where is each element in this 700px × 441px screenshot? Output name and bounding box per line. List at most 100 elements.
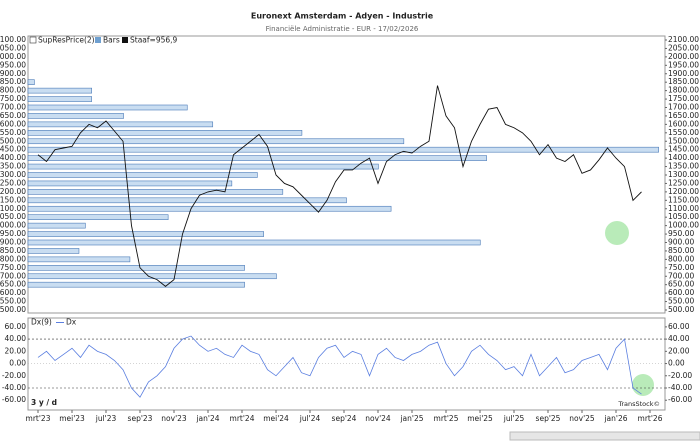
y-tick-label: 2050.00 xyxy=(0,43,26,52)
y-tick-label: 900.00 xyxy=(668,238,694,247)
x-tick-label: nov'25 xyxy=(569,414,595,423)
y-tick-label: 1550.00 xyxy=(668,128,699,137)
y-tick-label: -60.00 xyxy=(668,395,692,404)
profile-bar xyxy=(27,113,124,119)
y-tick-label: 800.00 xyxy=(668,254,694,263)
x-tick-label: sep'24 xyxy=(332,414,357,423)
y-tick-label: 950.00 xyxy=(668,229,694,238)
profile-bar xyxy=(27,239,481,246)
y-tick-label: 1300.00 xyxy=(0,170,26,179)
profile-bar xyxy=(27,214,169,220)
profile-bar xyxy=(27,155,487,161)
x-tick-label: nov'24 xyxy=(365,414,391,423)
y-tick-label: 1800.00 xyxy=(668,86,699,95)
indicator-title: Dx(9) xyxy=(31,318,52,327)
y-tick-label: 40.00 xyxy=(668,334,690,343)
y-tick-label: 1350.00 xyxy=(0,162,26,171)
y-tick-label: 1250.00 xyxy=(668,178,699,187)
y-tick-label: 1900.00 xyxy=(0,69,26,78)
y-tick-label: 800.00 xyxy=(0,254,26,263)
x-tick-label: sep'25 xyxy=(536,414,561,423)
y-tick-label: -20.00 xyxy=(2,371,26,380)
y-tick-label: 1750.00 xyxy=(0,94,26,103)
y-tick-label: 1950.00 xyxy=(668,60,699,69)
y-tick-label: 1650.00 xyxy=(668,111,699,120)
highlight xyxy=(632,374,654,396)
y-tick-label: 1700.00 xyxy=(668,103,699,112)
profile-bar xyxy=(27,146,659,153)
profile-bar xyxy=(27,231,264,237)
y-tick-label: 1000.00 xyxy=(668,221,699,230)
y-tick-label: -20.00 xyxy=(668,371,692,380)
y-tick-label: 1800.00 xyxy=(0,86,26,95)
y-tick-label: 2050.00 xyxy=(668,43,699,52)
credit: TransStock© xyxy=(617,400,660,408)
y-tick-label: 1400.00 xyxy=(668,153,699,162)
y-tick-label: 1650.00 xyxy=(0,111,26,120)
legend-swatch xyxy=(29,36,37,44)
profile-bar xyxy=(27,87,93,94)
y-tick-label: 2000.00 xyxy=(0,52,26,61)
y-tick-label: 1850.00 xyxy=(668,77,699,86)
y-tick-label: 600.00 xyxy=(668,288,694,297)
y-tick-label: 2100.00 xyxy=(0,35,26,44)
legend-swatch xyxy=(95,37,101,43)
profile-bar xyxy=(27,197,347,204)
highlight xyxy=(605,221,629,245)
y-tick-label: 1750.00 xyxy=(668,94,699,103)
y-tick-label: 1100.00 xyxy=(668,204,699,213)
profile-bar xyxy=(27,121,214,128)
legend-entry: Dx xyxy=(66,318,77,327)
y-tick-label: 900.00 xyxy=(0,238,26,247)
x-tick-label: mrt'25 xyxy=(434,414,459,423)
y-tick-label: 1200.00 xyxy=(0,187,26,196)
x-tick-label: jul'25 xyxy=(503,414,525,423)
y-tick-label: 2100.00 xyxy=(668,35,699,44)
y-tick-label: 0.00 xyxy=(668,359,685,368)
x-tick-label: mei'25 xyxy=(467,414,493,423)
profile-bar xyxy=(27,79,35,85)
y-tick-label: 1050.00 xyxy=(668,212,699,221)
y-tick-label: 1550.00 xyxy=(0,128,26,137)
y-tick-label: 1500.00 xyxy=(0,136,26,145)
profile-bar xyxy=(27,273,277,280)
y-tick-label: 1600.00 xyxy=(0,119,26,128)
profile-bar xyxy=(27,96,93,102)
scrollbar[interactable] xyxy=(509,431,700,441)
y-tick-label: 700.00 xyxy=(668,271,694,280)
y-tick-label: 600.00 xyxy=(0,288,26,297)
y-tick-label: 650.00 xyxy=(0,280,26,289)
x-tick-label: mei'23 xyxy=(59,414,85,423)
profile-bar xyxy=(27,138,405,145)
x-tick-label: mrt'23 xyxy=(26,414,51,423)
y-tick-label: 40.00 xyxy=(5,334,27,343)
y-tick-label: 60.00 xyxy=(5,322,27,331)
profile-bar xyxy=(27,189,284,195)
y-tick-label: 1200.00 xyxy=(668,187,699,196)
profile-bar xyxy=(27,222,86,229)
y-tick-label: -60.00 xyxy=(2,395,26,404)
y-tick-label: 750.00 xyxy=(668,263,694,272)
y-tick-label: 1450.00 xyxy=(0,145,26,154)
profile-bar xyxy=(27,180,233,187)
y-tick-label: 1400.00 xyxy=(0,153,26,162)
profile-bar xyxy=(27,281,245,288)
y-tick-label: 500.00 xyxy=(0,305,26,314)
y-tick-label: 60.00 xyxy=(668,322,690,331)
y-tick-label: 850.00 xyxy=(0,246,26,255)
price-line xyxy=(37,85,642,287)
y-tick-label: 1150.00 xyxy=(668,195,699,204)
x-tick-label: sep'23 xyxy=(128,414,153,423)
y-tick-label: 1600.00 xyxy=(668,119,699,128)
x-tick-label: mei'24 xyxy=(263,414,289,423)
y-tick-label: 1700.00 xyxy=(0,103,26,112)
chart-title: Euronext Amsterdam - Adyen - Industrie xyxy=(251,12,434,21)
indicator-line xyxy=(37,335,642,398)
y-tick-label: 550.00 xyxy=(668,297,694,306)
x-tick-label: jan'24 xyxy=(195,414,219,423)
x-tick-label: mrt'26 xyxy=(638,414,663,423)
profile-bar xyxy=(27,265,245,271)
y-tick-label: 1900.00 xyxy=(668,69,699,78)
